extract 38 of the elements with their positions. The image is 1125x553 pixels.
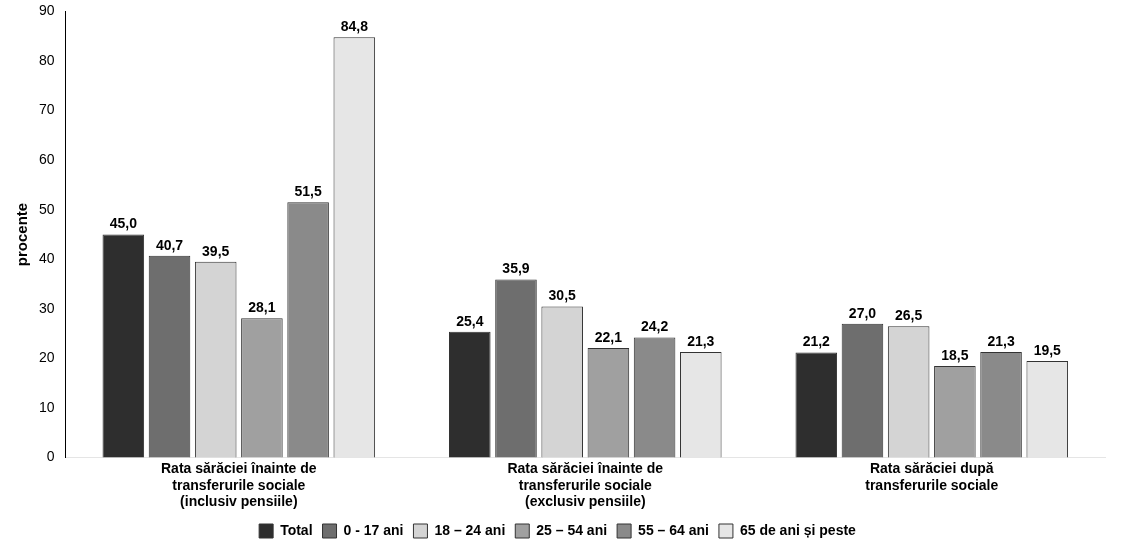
data-label: 30,5 — [548, 287, 577, 304]
data-label: 40,7 — [155, 236, 184, 253]
legend-label: 18 – 24 ani — [434, 521, 506, 538]
y-tick-label: 0 — [46, 448, 55, 465]
legend-label: 25 – 54 ani — [536, 521, 608, 538]
legend-label: Total — [280, 521, 313, 538]
data-label: 18,5 — [941, 346, 969, 363]
data-label: 22,1 — [594, 328, 623, 345]
y-tick-label: 70 — [38, 101, 55, 118]
y-tick-label: 40 — [38, 250, 55, 267]
data-label: 24,2 — [640, 318, 669, 335]
y-tick-label: 90 — [38, 2, 55, 19]
y-tick-label: 50 — [38, 200, 55, 217]
data-label: 35,9 — [502, 260, 530, 277]
data-label: 25,4 — [456, 312, 484, 329]
data-label: 26,5 — [895, 307, 923, 324]
data-label: 19,5 — [1033, 341, 1062, 358]
legend-label: 55 – 64 ani — [638, 521, 709, 538]
y-tick-label: 60 — [38, 150, 55, 167]
legend-label: 0 - 17 ani — [343, 521, 404, 538]
data-label: 21,3 — [987, 332, 1015, 349]
data-label: 39,5 — [202, 242, 230, 259]
y-axis-title: procente — [13, 202, 31, 267]
legend-label: 65 de ani și peste — [739, 521, 857, 538]
data-label: 45,0 — [109, 215, 138, 232]
data-label: 51,5 — [294, 183, 322, 200]
y-tick-label: 80 — [38, 51, 55, 68]
y-tick-label: 20 — [38, 349, 55, 366]
x-tick-label: Rata sărăciei înainte de transferurile sociale (exclusiv pensiile) — [507, 459, 664, 510]
data-label: 27,0 — [848, 304, 877, 321]
data-label: 21,3 — [687, 332, 715, 349]
y-tick-label: 10 — [38, 398, 55, 415]
y-tick-label: 30 — [38, 299, 55, 316]
data-label: 28,1 — [248, 299, 276, 316]
data-label: 21,2 — [802, 333, 831, 350]
data-label: 84,8 — [340, 18, 369, 35]
x-tick-label: Rata sărăciei după transferurile sociale — [865, 459, 999, 493]
x-tick-label: Rata sărăciei înainte de transferurile sociale (inclusiv pensiile) — [160, 459, 317, 510]
